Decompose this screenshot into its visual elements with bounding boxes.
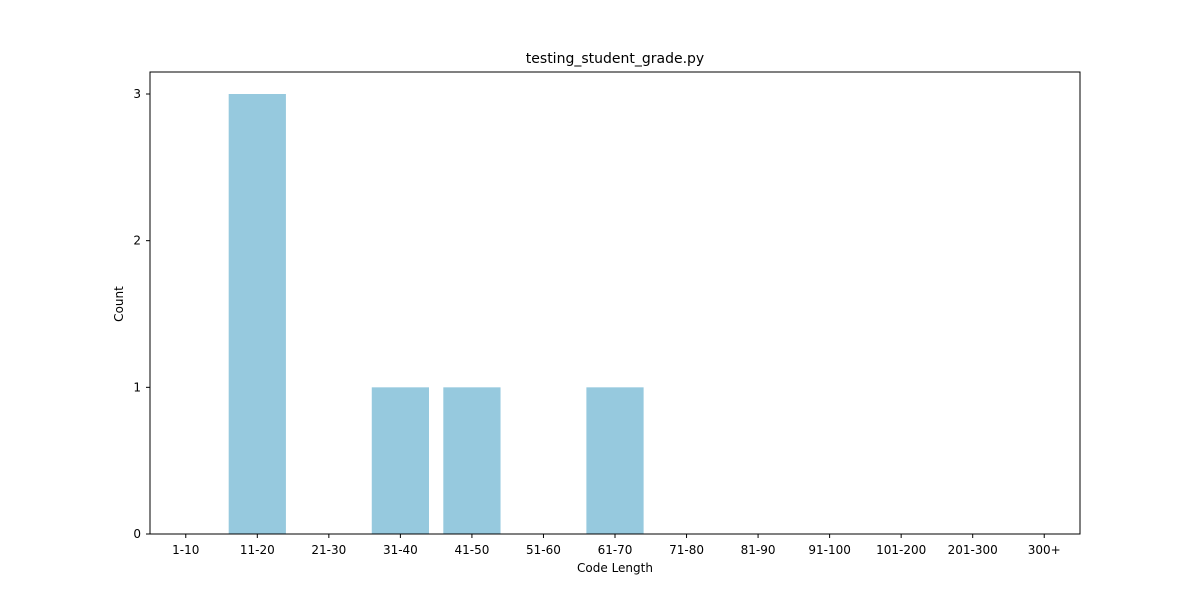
x-tick-label: 201-300 bbox=[948, 543, 998, 557]
x-tick-label: 61-70 bbox=[598, 543, 633, 557]
y-tick-label: 2 bbox=[133, 234, 141, 248]
x-tick-label: 300+ bbox=[1028, 543, 1061, 557]
x-axis-label: Code Length bbox=[577, 561, 653, 575]
x-tick-label: 91-100 bbox=[808, 543, 851, 557]
y-tick-label: 0 bbox=[133, 527, 141, 541]
x-tick-label: 31-40 bbox=[383, 543, 418, 557]
x-tick-label: 81-90 bbox=[741, 543, 776, 557]
bar-41-50 bbox=[443, 387, 501, 534]
y-tick-label: 3 bbox=[133, 87, 141, 101]
y-tick-label: 1 bbox=[133, 380, 141, 394]
bars-group bbox=[228, 94, 644, 534]
x-tick-label: 101-200 bbox=[876, 543, 926, 557]
y-axis-label: Count bbox=[112, 286, 126, 322]
y-axis-ticks: 0 1 2 3 bbox=[133, 87, 150, 541]
x-tick-label: 11-20 bbox=[240, 543, 275, 557]
x-tick-label: 1-10 bbox=[172, 543, 199, 557]
bar-61-70 bbox=[586, 387, 644, 534]
bar-31-40 bbox=[371, 387, 429, 534]
x-axis-ticks: 1-10 11-20 21-30 31-40 41-50 51-60 61-70 71-80 8… bbox=[172, 534, 1061, 557]
bar-11-20 bbox=[228, 94, 286, 534]
chart-title: testing_student_grade.py bbox=[526, 51, 704, 67]
x-tick-label: 21-30 bbox=[311, 543, 346, 557]
x-tick-label: 51-60 bbox=[526, 543, 561, 557]
x-tick-label: 71-80 bbox=[669, 543, 704, 557]
x-tick-label: 41-50 bbox=[454, 543, 489, 557]
